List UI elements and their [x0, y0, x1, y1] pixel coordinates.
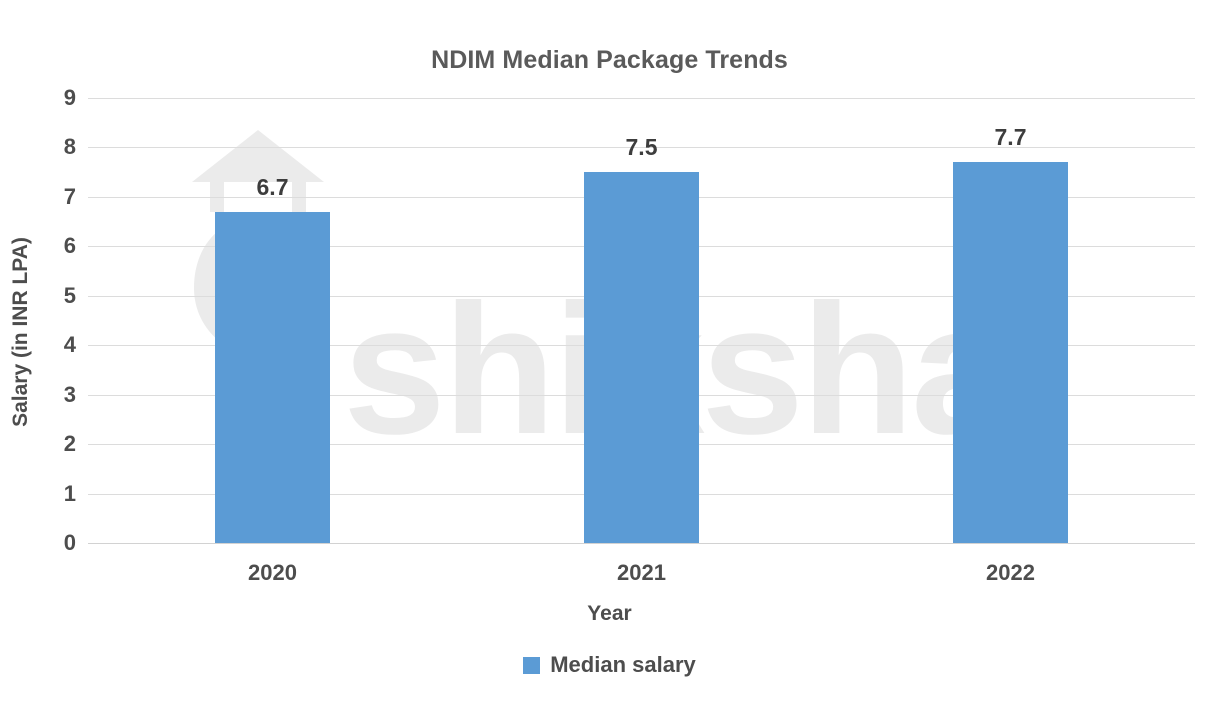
legend-swatch-icon [523, 656, 541, 674]
chart-legend: Median salary [0, 652, 1219, 678]
gridline [88, 147, 1195, 149]
plot-area: 6.7 7.5 7.7 [88, 98, 1195, 544]
x-tick-label: 2021 [617, 560, 666, 585]
gridline [88, 98, 1195, 99]
bar-value-label: 6.7 [256, 173, 289, 200]
x-tick-label: 2022 [986, 560, 1035, 585]
y-tick-label: 1 [63, 480, 76, 506]
bar[interactable] [584, 172, 699, 543]
y-tick-label: 6 [63, 233, 76, 259]
y-tick-label: 3 [63, 381, 76, 407]
legend-label: Median salary [550, 652, 696, 677]
y-tick-label: 0 [63, 530, 76, 555]
chart-title: NDIM Median Package Trends [431, 46, 788, 74]
x-tick-label: 2020 [248, 560, 297, 585]
y-axis-title: Salary (in INR LPA) [9, 237, 32, 427]
y-tick-label: 8 [63, 134, 76, 160]
bar[interactable] [953, 162, 1068, 543]
y-tick-label: 9 [63, 85, 76, 110]
gridline [88, 543, 1195, 544]
y-tick-label: 5 [63, 282, 76, 308]
legend-item[interactable]: Median salary [523, 652, 696, 678]
x-axis-title: Year [587, 602, 632, 625]
y-tick-label: 4 [63, 332, 76, 358]
y-tick-label: 7 [63, 183, 76, 209]
bar-value-label: 7.7 [994, 124, 1027, 151]
y-tick-label: 2 [63, 431, 76, 457]
bar[interactable] [215, 211, 330, 543]
bar-value-label: 7.5 [625, 134, 658, 161]
